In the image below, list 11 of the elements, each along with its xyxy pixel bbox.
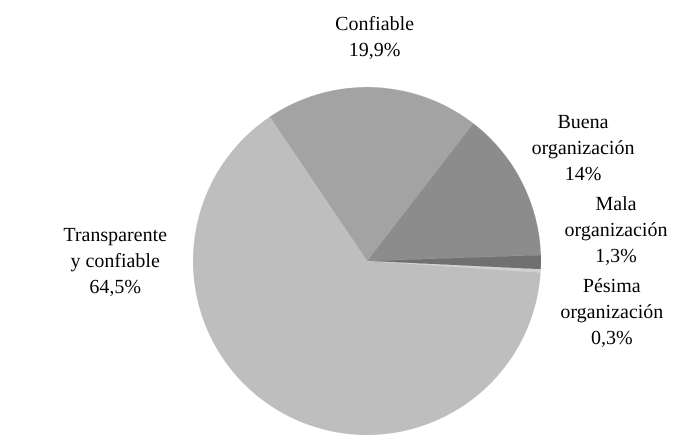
pie-slice (270, 87, 474, 261)
slice-label: Mala organización (564, 192, 668, 241)
data-label: 19,9% (348, 39, 400, 62)
slice-label: Buena organización (532, 110, 634, 159)
data-label: 0,3% (590, 326, 633, 349)
data-label: 64,5% (89, 276, 141, 298)
slice-label: Pésima organización (560, 274, 664, 323)
slice-label: Confiable (335, 13, 414, 36)
data-label: 14% (564, 162, 602, 185)
slice-label: Transparente y confiable (63, 224, 168, 272)
data-label: 1,3% (595, 244, 637, 267)
